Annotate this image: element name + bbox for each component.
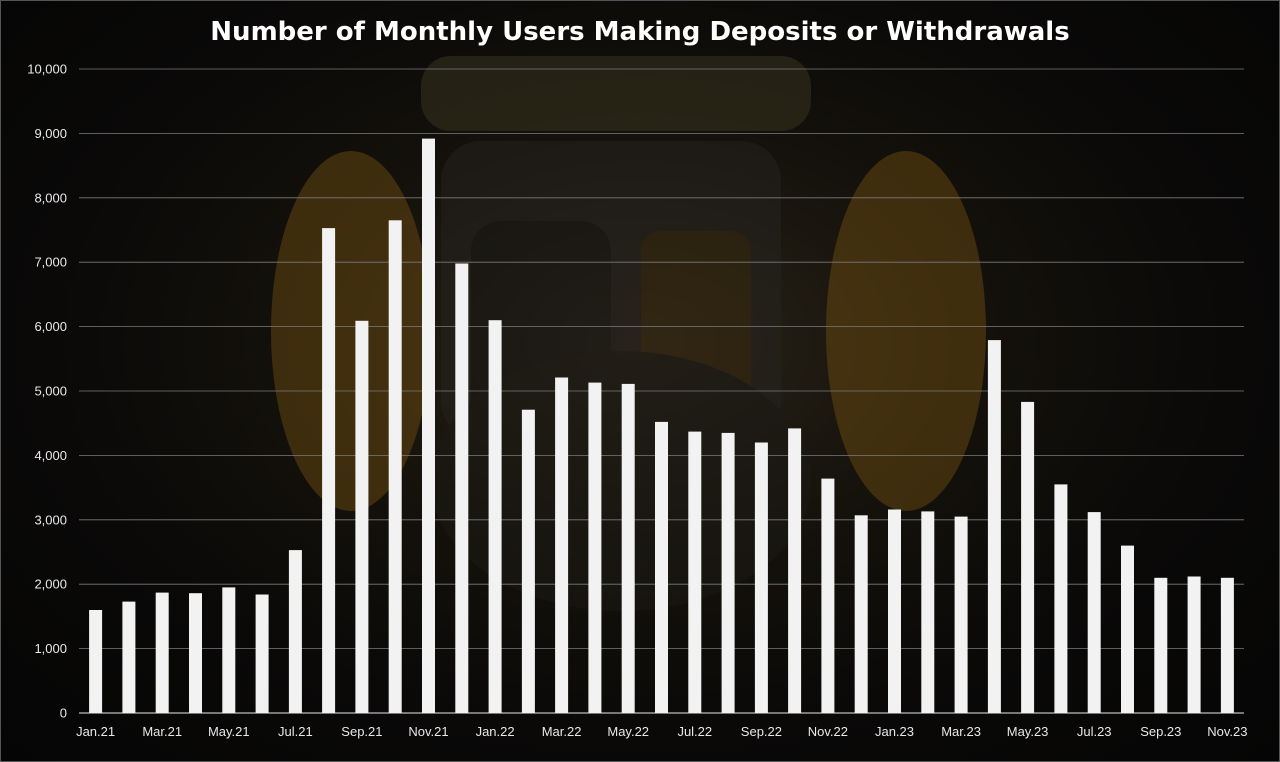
- y-tick-label: 4,000: [34, 448, 67, 463]
- y-tick-label: 6,000: [34, 319, 67, 334]
- x-tick-label: Nov.21: [408, 724, 448, 739]
- bar-nov-23: [1220, 577, 1234, 713]
- x-tick-label: Jan.22: [476, 724, 515, 739]
- bar-apr-23: [987, 340, 1001, 713]
- y-tick-label: 7,000: [34, 255, 67, 270]
- bar-jun-21: [255, 594, 269, 713]
- bar-jan-22: [488, 320, 502, 713]
- y-tick-label: 10,000: [27, 62, 67, 77]
- bar-may-21: [222, 587, 236, 713]
- bar-apr-22: [588, 382, 602, 713]
- chart-title: Number of Monthly Users Making Deposits …: [210, 17, 1070, 47]
- y-tick-label: 0: [60, 706, 67, 721]
- bar-sep-22: [754, 442, 768, 713]
- x-tick-label: Sep.22: [741, 724, 782, 739]
- bar-mar-23: [954, 516, 968, 713]
- bar-jan-21: [89, 610, 103, 713]
- bar-jul-23: [1087, 512, 1101, 713]
- bar-aug-22: [721, 432, 735, 713]
- bar-oct-23: [1187, 576, 1201, 713]
- bar-mar-21: [155, 592, 169, 713]
- y-tick-label: 2,000: [34, 577, 67, 592]
- bar-sep-23: [1154, 577, 1168, 713]
- x-tick-label: Jul.23: [1077, 724, 1112, 739]
- bar-may-23: [1021, 401, 1035, 713]
- bar-nov-22: [821, 478, 835, 713]
- bar-jul-22: [688, 431, 702, 713]
- bar-may-22: [621, 383, 635, 713]
- x-tick-label: May.21: [208, 724, 250, 739]
- bar-jul-21: [288, 550, 302, 713]
- y-tick-label: 3,000: [34, 512, 67, 527]
- bar-apr-21: [189, 593, 202, 713]
- y-tick-label: 8,000: [34, 190, 67, 205]
- bar-jun-23: [1054, 484, 1068, 713]
- x-axis-tick-labels: Jan.21 Mar.21 May.21 Jul.21 Sep.21 Nov.21 Jan.…: [76, 724, 1247, 739]
- bar-aug-23: [1121, 545, 1134, 713]
- bar-oct-21: [388, 220, 402, 714]
- bar-nov-21: [422, 138, 435, 714]
- bar-feb-22: [521, 409, 535, 713]
- y-axis-tick-labels: 0 1,000 2,000 3,000 4,000 5,000 6,000 7,000 8,00…: [27, 62, 67, 721]
- bar-feb-21: [122, 601, 136, 713]
- x-tick-label: Nov.22: [808, 724, 848, 739]
- x-tick-label: Nov.23: [1207, 724, 1247, 739]
- x-tick-label: Jan.23: [875, 724, 914, 739]
- x-tick-label: Mar.21: [142, 724, 182, 739]
- x-tick-label: Jul.22: [677, 724, 712, 739]
- bar-feb-23: [921, 511, 935, 713]
- bar-sep-21: [355, 320, 369, 713]
- bar-aug-21: [322, 228, 336, 713]
- x-tick-label: Sep.21: [341, 724, 382, 739]
- bar-dec-22: [854, 515, 868, 713]
- bar-mar-22: [555, 377, 569, 713]
- x-tick-label: Sep.23: [1140, 724, 1181, 739]
- x-tick-label: Mar.22: [542, 724, 582, 739]
- bar-jan-23: [888, 509, 901, 713]
- x-tick-label: May.22: [607, 724, 649, 739]
- x-tick-label: May.23: [1007, 724, 1049, 739]
- bar-jun-22: [655, 421, 668, 713]
- y-tick-label: 1,000: [34, 641, 67, 656]
- bars: [89, 138, 1234, 714]
- y-tick-label: 9,000: [34, 126, 67, 141]
- x-tick-label: Jan.21: [76, 724, 115, 739]
- x-tick-label: Jul.21: [278, 724, 313, 739]
- bar-oct-22: [788, 428, 802, 713]
- y-tick-label: 5,000: [34, 384, 67, 399]
- bar-dec-21: [455, 263, 469, 713]
- x-tick-label: Mar.23: [941, 724, 981, 739]
